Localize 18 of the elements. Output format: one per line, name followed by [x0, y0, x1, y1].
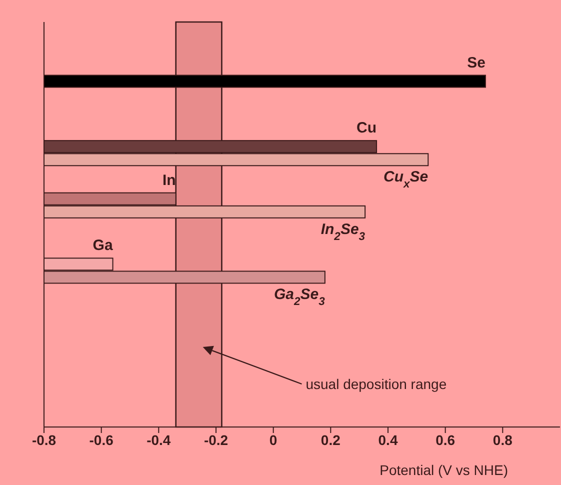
x-tick-label: 0: [269, 432, 278, 448]
x-axis-title: Potential (V vs NHE): [380, 462, 508, 478]
x-tick-label: -0.4: [146, 432, 171, 448]
x-tick-label: 0.4: [378, 432, 398, 448]
x-tick-label: -0.2: [204, 432, 228, 448]
series-label: Cu$_{x}$Se: [384, 168, 428, 191]
x-tick-label: -0.8: [32, 432, 56, 448]
series-label: In$_{2}$Se$_{3}$: [320, 220, 366, 243]
series-label: Ga$_{2}$Se$_{3}$: [274, 286, 326, 308]
series-label: In: [162, 172, 176, 189]
x-tick-label: -0.6: [89, 432, 114, 448]
series-label: Cu: [356, 120, 377, 137]
band-label: usual deposition range: [306, 376, 447, 392]
series-label: Se: [467, 54, 486, 72]
x-tick-label: 0.8: [492, 432, 513, 448]
x-tick-label: 0.2: [320, 432, 341, 448]
series-label: Ga: [92, 237, 114, 254]
x-tick-label: 0.6: [436, 432, 456, 448]
